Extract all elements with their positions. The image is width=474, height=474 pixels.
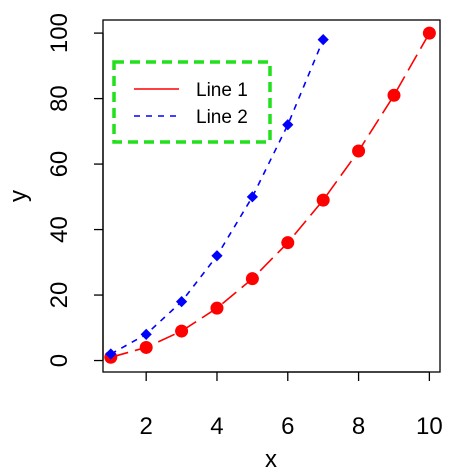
y-tick-label: 40	[46, 216, 73, 243]
data-point-series-1	[281, 236, 295, 250]
data-point-series-1	[352, 144, 366, 158]
legend-label-2: Line 2	[196, 107, 248, 128]
x-axis-title: x	[265, 446, 277, 473]
x-tick-label: 4	[210, 413, 223, 440]
legend: Line 1 Line 2	[112, 60, 272, 144]
series-line-1	[110, 32, 431, 359]
y-tick-label: 20	[46, 282, 73, 309]
x-tick-label: 10	[416, 413, 443, 440]
data-point-series-2	[211, 250, 223, 262]
x-tick-label: 2	[140, 413, 153, 440]
y-tick-label: 0	[46, 354, 73, 367]
data-point-series-1	[245, 272, 259, 286]
data-point-series-1	[387, 88, 401, 102]
x-tick-label: 6	[281, 413, 294, 440]
data-point-series-2	[317, 34, 329, 46]
series-layer	[104, 26, 436, 364]
data-point-series-2	[140, 328, 152, 340]
y-axis-title: y	[5, 190, 32, 202]
x-tick-label: 8	[352, 413, 365, 440]
legend-label-1: Line 1	[196, 80, 248, 101]
data-point-series-2	[105, 348, 117, 360]
data-point-series-1	[316, 193, 330, 207]
data-point-series-2	[246, 191, 258, 203]
data-point-series-2	[175, 296, 188, 308]
data-point-series-1	[139, 340, 153, 354]
data-point-series-2	[282, 119, 294, 131]
data-point-series-1	[210, 301, 224, 315]
data-point-series-1	[175, 324, 189, 338]
y-tick-label: 60	[46, 151, 73, 178]
y-tick-label: 100	[46, 13, 73, 53]
legend-box	[112, 60, 272, 144]
y-tick-label: 80	[46, 85, 73, 112]
data-point-series-1	[422, 26, 436, 40]
